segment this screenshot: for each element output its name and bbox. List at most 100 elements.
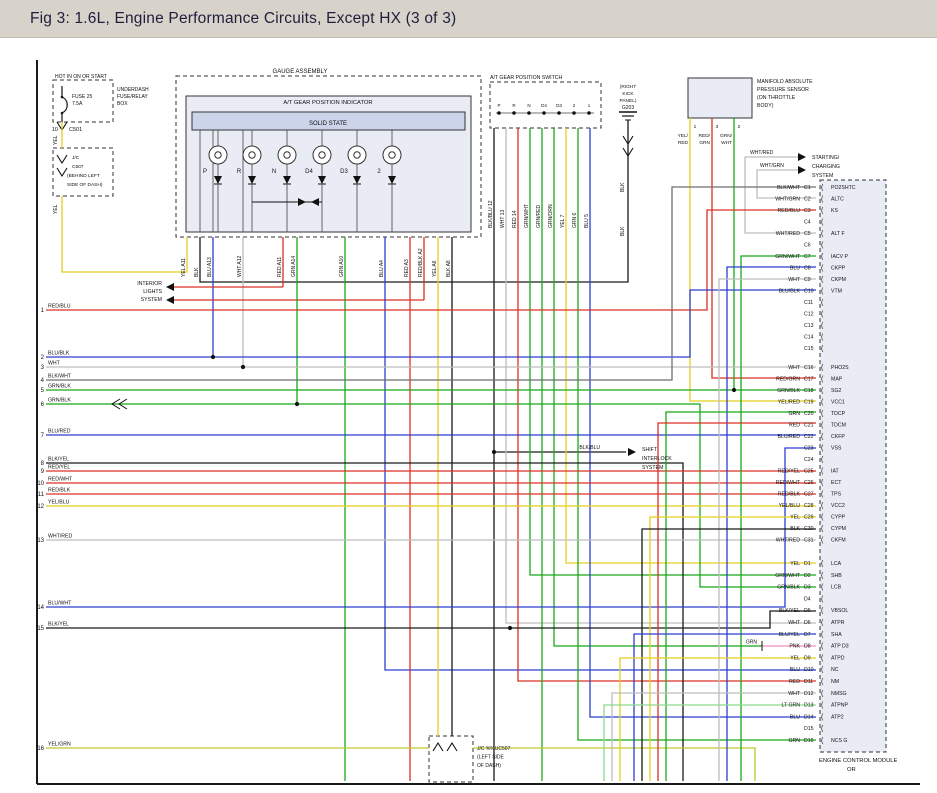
starting-charging-label: CHARGING xyxy=(812,164,840,170)
ecm-pin-bracket: ( xyxy=(821,399,824,406)
wire xyxy=(517,128,816,682)
switch-pin-label: GRN/WHT xyxy=(524,204,530,228)
map-pin-number: 1 xyxy=(694,124,697,130)
fuse-rating: 7.5A xyxy=(72,101,83,107)
left-wire-number: 9 xyxy=(41,469,45,475)
ecm-pin-name: VCC2 xyxy=(831,503,845,509)
gear-position-label: D3 xyxy=(340,169,348,175)
ecm-pin-name: ALT F xyxy=(831,231,845,237)
ecm-pin-number: C12 xyxy=(804,312,814,318)
switch-position-label: P xyxy=(497,103,500,108)
ecm-pin-bracket: ( xyxy=(821,480,824,487)
ecm-pin-name: CYPM xyxy=(831,526,846,532)
ecm-pin-wire-color: LT GRN xyxy=(781,703,800,709)
ecm-pin-bracket: ( xyxy=(821,643,824,650)
left-wire-number: 3 xyxy=(41,365,45,371)
switch-position-label: R xyxy=(512,103,516,108)
ecm-pin-name: NCS G xyxy=(831,738,847,744)
lamp-icon xyxy=(388,151,396,159)
ecm-pin-bracket: ( xyxy=(821,208,824,215)
left-wire-number: 13 xyxy=(37,538,44,544)
splice-icon xyxy=(111,398,121,410)
switch-position-label: 1 xyxy=(588,103,591,108)
ecm-pin-number: C18 xyxy=(804,388,814,394)
jc-bottom-label: (LEFT SIDE xyxy=(477,755,505,761)
diode-icon xyxy=(311,198,319,206)
diode-icon xyxy=(283,176,291,184)
solid-state-bar xyxy=(191,111,466,131)
ecm-pin-wire-color: BLU/RED xyxy=(778,434,801,440)
gauge-pin-label: BLK A8 xyxy=(446,260,452,277)
ecm-pin-wire-color: WHT/RED xyxy=(776,231,800,237)
gauge-pin-label: BLK xyxy=(194,267,200,277)
map-wire-color: YEL/ xyxy=(678,133,689,139)
ecm-pin-name: NC xyxy=(831,667,839,673)
ecm-pin-number: D8 xyxy=(804,644,811,650)
gear-indicator-title: A/T GEAR POSITION INDICATOR xyxy=(283,100,372,106)
ecm-pin-number: C16 xyxy=(804,365,814,371)
ecm-pin-wire-color: RED/BLK xyxy=(778,492,801,498)
left-wire-number: 7 xyxy=(41,433,45,439)
ecm-pin-bracket: ( xyxy=(821,690,824,697)
ecm-pin-name: MAP xyxy=(831,377,843,383)
ecm-pin-number: D3 xyxy=(804,585,811,591)
left-wire-color: GRN/BLK xyxy=(48,398,71,404)
ecm-pin-bracket: ( xyxy=(821,503,824,510)
wire xyxy=(46,209,816,311)
left-wire-color: RED/BLK xyxy=(48,488,71,494)
gear-position-label: R xyxy=(237,169,242,175)
ecm-pin-wire-color: GRN/WHT xyxy=(775,254,801,260)
ecm-pin-name: CKPM xyxy=(831,277,846,283)
ecm-pin-number: C23 xyxy=(804,446,814,452)
fuse-name: FUSE 25 xyxy=(72,94,93,100)
ecm-pin-wire-color: RED/WHT xyxy=(776,480,801,486)
c501-pin-number: 10 xyxy=(52,127,58,133)
ecm-pin-name: IAT xyxy=(831,469,840,475)
splice-icon xyxy=(118,398,128,410)
left-wire-color: BLK/WHT xyxy=(48,374,72,380)
ecm-pin-bracket: ( xyxy=(821,702,824,709)
underdash-box-label: UNDERDASH xyxy=(117,87,149,93)
arrow-icon xyxy=(166,283,174,291)
map-sensor-box xyxy=(687,77,753,119)
ecm-pin-bracket: ( xyxy=(821,300,824,307)
ecm-pin-wire-color: YEL/BLU xyxy=(779,503,801,509)
wire xyxy=(726,266,816,781)
switch-contact xyxy=(512,111,516,115)
wire xyxy=(384,237,816,671)
gauge-pin-label: YEL A11 xyxy=(181,258,187,277)
wire-color-label: BLK xyxy=(620,182,626,192)
left-wire-number: 2 xyxy=(41,355,45,361)
ground-name: G203 xyxy=(622,105,634,111)
left-wire-number: 12 xyxy=(37,504,44,510)
ecm-pin-wire-color: GRN/BLK xyxy=(777,585,800,591)
ecm-pin-number: D2 xyxy=(804,573,811,579)
wire xyxy=(565,128,816,564)
wire xyxy=(46,610,816,629)
gear-position-label: N xyxy=(272,169,276,175)
ecm-pin-bracket: ( xyxy=(821,231,824,238)
wire xyxy=(46,186,816,381)
switch-contact xyxy=(587,111,591,115)
ecm-pin-bracket: ( xyxy=(821,537,824,544)
switch-pin-label: GRN/ORN xyxy=(548,204,554,228)
lamp-icon xyxy=(283,151,291,159)
ecm-pin-name: ALTC xyxy=(831,197,844,203)
ecm-pin-bracket: ( xyxy=(821,631,824,638)
ecm-pin-name: VBSOL xyxy=(831,608,848,614)
map-wire-color: WHT xyxy=(721,140,732,146)
wire-color-label: YEL xyxy=(53,204,59,214)
ecm-pin-wire-color: RED xyxy=(789,423,800,429)
arrow-icon xyxy=(166,296,174,304)
ecm-pin-wire-color: WHT xyxy=(788,691,801,697)
ecm-pin-wire-color: YEL xyxy=(790,561,800,567)
wire xyxy=(603,704,816,781)
ecm-pin-bracket: ( xyxy=(821,655,824,662)
ecm-pin-bracket: ( xyxy=(821,185,824,192)
left-wire-number: 1 xyxy=(41,308,45,314)
ecm-pin-wire-color: GRN xyxy=(788,411,800,417)
switch-contact xyxy=(542,111,546,115)
gear-position-label: D4 xyxy=(305,169,313,175)
ecm-pin-number: C14 xyxy=(804,335,814,341)
wire-color-label: YEL xyxy=(53,135,59,145)
